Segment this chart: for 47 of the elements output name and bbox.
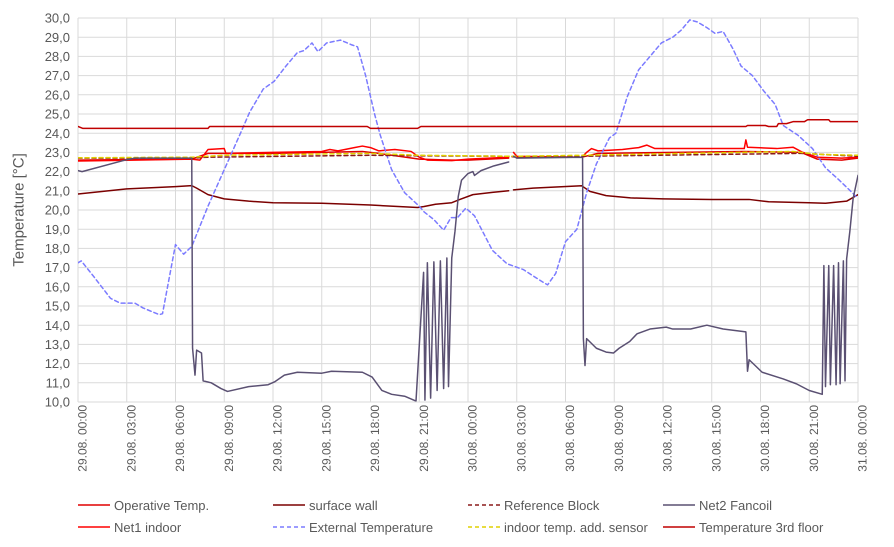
x-tick-label: 30.08. 06:00	[563, 404, 578, 472]
y-tick-label: 20,0	[44, 202, 70, 218]
y-tick-label: 25,0	[44, 106, 70, 122]
y-tick-label: 19,0	[44, 222, 70, 237]
legend-label: Reference Block	[504, 498, 600, 512]
y-tick-label: 17,0	[44, 260, 70, 276]
y-tick-label: 23,0	[44, 145, 70, 160]
y-tick-label: 22,0	[44, 164, 70, 180]
y-tick-label: 30,0	[44, 10, 70, 26]
legend-label: Net2 Fancoil	[699, 498, 772, 512]
y-tick-label: 11,0	[46, 375, 70, 390]
y-tick-label: 29,0	[44, 30, 70, 45]
x-tick-label: 29.08. 21:00	[416, 404, 431, 472]
x-tick-label: 29.08. 06:00	[173, 404, 188, 472]
x-tick-label: 29.08. 15:00	[319, 404, 334, 472]
x-tick-label: 30.08. 09:00	[612, 404, 626, 472]
x-tick-label: 30.08. 03:00	[514, 404, 528, 472]
x-tick-label: 29.08. 03:00	[124, 404, 138, 472]
legend-label: Net1 indoor	[114, 520, 182, 534]
y-tick-label: 12,0	[44, 356, 70, 372]
x-tick-label: 30.08. 21:00	[806, 404, 821, 472]
y-tick-label: 15,0	[44, 298, 70, 314]
y-tick-label: 14,0	[44, 318, 70, 333]
legend-label: indoor temp. add. sensor	[504, 520, 648, 534]
y-tick-label: 10,0	[44, 394, 70, 410]
y-tick-label: 26,0	[44, 87, 70, 102]
legend-label: External Temperature	[309, 520, 434, 534]
x-tick-label: 29.08. 00:00	[76, 404, 90, 472]
y-tick-label: 13,0	[44, 337, 70, 352]
legend-label: surface wall	[309, 498, 378, 512]
x-tick-label: 29.08. 09:00	[222, 404, 236, 472]
y-tick-label: 28,0	[44, 49, 70, 64]
x-tick-label: 29.08. 18:00	[368, 404, 382, 472]
y-tick-label: 27,0	[44, 68, 70, 84]
x-tick-label: 30.08. 00:00	[466, 404, 480, 472]
legend-label: Temperature 3rd floor	[699, 520, 824, 534]
x-tick-label: 29.08. 12:00	[270, 404, 285, 472]
y-tick-label: 18,0	[44, 241, 70, 256]
y-tick-label: 24,0	[44, 126, 70, 141]
x-tick-label: 30.08. 18:00	[758, 404, 772, 472]
y-tick-label: 16,0	[44, 279, 70, 294]
y-axis-title: Temperature [°C]	[10, 153, 28, 267]
legend-label: Operative Temp.	[114, 498, 210, 512]
x-tick-label: 30.08. 12:00	[660, 404, 675, 472]
x-tick-label: 30.08. 15:00	[709, 404, 724, 472]
x-tick-label: 31.08. 00:00	[856, 404, 870, 472]
y-tick-label: 21,0	[44, 183, 70, 198]
